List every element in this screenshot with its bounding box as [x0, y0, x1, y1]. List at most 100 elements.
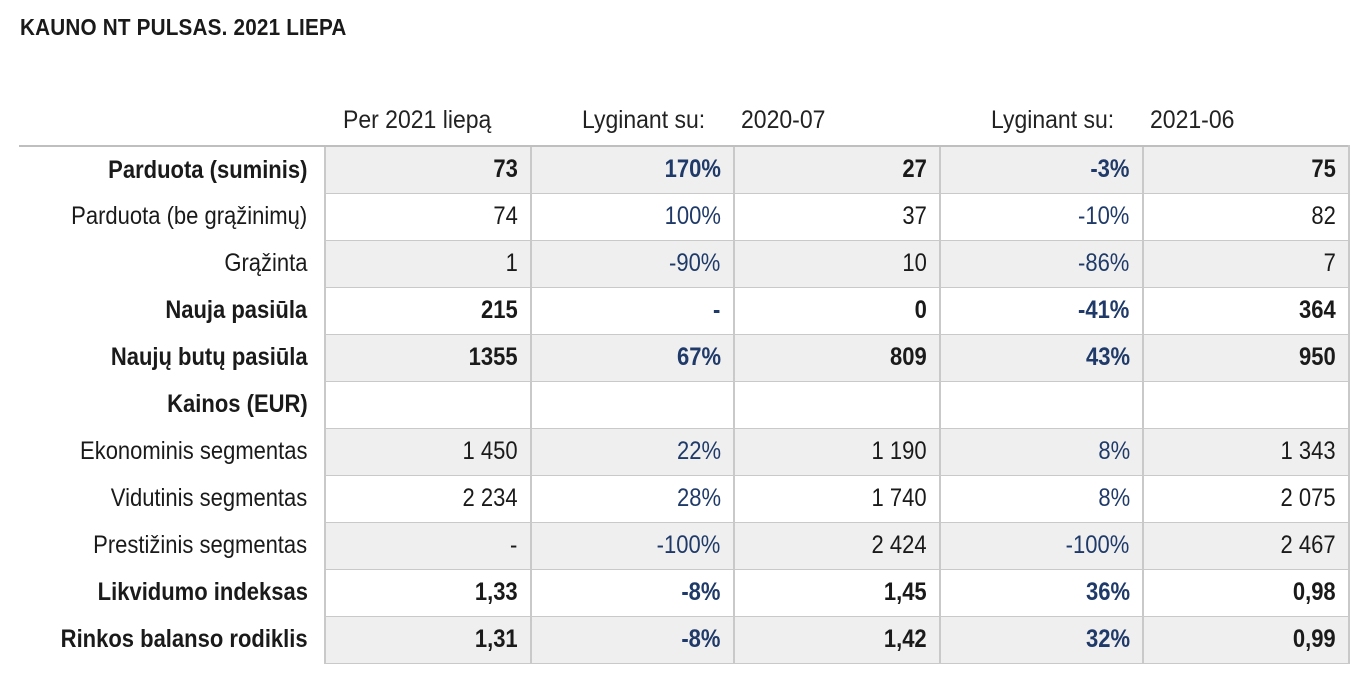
- compare1-change: 67%: [676, 343, 721, 371]
- compare2-change-cell: -3%: [938, 145, 1143, 194]
- compare2-change: 43%: [1085, 343, 1130, 371]
- table-row: Likvidumo indeksas 1,33 -8% 1,45 36% 0,98: [19, 569, 1350, 617]
- compare1-value-cell: 1,45: [732, 569, 940, 617]
- compare1-value-cell: 0: [732, 287, 940, 335]
- table-row: Ekonominis segmentas 1 450 22% 1 190 8% 1 343: [19, 428, 1350, 476]
- period-value: 73: [493, 155, 518, 184]
- row-label-cell: Naujų butų pasiūla: [19, 334, 325, 381]
- compare2-change: 8%: [1097, 484, 1130, 512]
- compare1-change-cell: -90%: [529, 240, 734, 288]
- compare1-change-cell: 28%: [529, 475, 734, 523]
- row-label: Grąžinta: [224, 249, 308, 277]
- period-value: 215: [480, 296, 518, 324]
- compare1-change: 28%: [676, 484, 721, 512]
- table-row: Rinkos balanso rodiklis 1,31 -8% 1,42 32% 0,9…: [19, 616, 1350, 664]
- compare2-value: 0,99: [1292, 625, 1336, 653]
- compare2-value-cell: 1 343: [1141, 428, 1350, 476]
- report-title: KAUNO NT PULSAS. 2021 LIEPA: [20, 14, 347, 40]
- period-value-cell: 215: [323, 287, 531, 335]
- period-value-cell: 1,31: [323, 616, 531, 664]
- table-row: Grąžinta 1 -90% 10 -86% 7: [19, 240, 1350, 288]
- compare2-change-cell: -41%: [938, 287, 1143, 335]
- compare1-change-cell: 67%: [529, 334, 734, 382]
- period-value: 74: [493, 202, 518, 230]
- compare2-change: 32%: [1085, 625, 1130, 653]
- period-value: 1,33: [474, 578, 518, 606]
- compare1-value: 1 740: [871, 484, 927, 512]
- compare2-change-cell: 36%: [938, 569, 1143, 617]
- period-value: 1,31: [474, 625, 518, 653]
- period-value: 1 450: [462, 437, 518, 465]
- compare2-value: 0,98: [1292, 578, 1336, 606]
- compare1-value: 27: [902, 155, 927, 184]
- period-value: -: [510, 531, 518, 559]
- compare1-change-cell: 170%: [529, 145, 734, 194]
- period-value: 1: [505, 249, 518, 277]
- compare1-value: 809: [889, 343, 927, 371]
- compare1-change-cell: -8%: [529, 569, 734, 617]
- compare1-change-cell: 22%: [529, 428, 734, 476]
- compare2-change: -100%: [1066, 531, 1130, 559]
- compare1-value: 37: [902, 202, 927, 230]
- table-row: Parduota (suminis) 73 170% 27 -3% 75: [19, 145, 1350, 194]
- compare1-value-cell: 10: [732, 240, 940, 288]
- compare2-value-cell: 364: [1141, 287, 1350, 335]
- period-value-cell: 2 234: [323, 475, 531, 523]
- compare2-change-cell: 32%: [938, 616, 1143, 664]
- period-value-cell: 1355: [323, 334, 531, 382]
- compare1-change-cell: -8%: [529, 616, 734, 664]
- compare2-change: -10%: [1078, 202, 1130, 230]
- compare2-change-cell: -100%: [938, 522, 1143, 570]
- compare1-change-cell: [529, 381, 734, 429]
- period-value-cell: 73: [323, 145, 531, 194]
- compare2-change-cell: 43%: [938, 334, 1143, 382]
- period-value-cell: -: [323, 522, 531, 570]
- row-label: Vidutinis segmentas: [111, 484, 308, 512]
- row-label: Rinkos balanso rodiklis: [60, 625, 308, 653]
- compare2-value: 75: [1311, 155, 1336, 184]
- compare2-change-cell: -86%: [938, 240, 1143, 288]
- compare2-value-cell: [1141, 381, 1350, 429]
- compare1-value: 0: [914, 296, 927, 324]
- compare1-value: 1,42: [883, 625, 927, 653]
- compare2-value-cell: 2 467: [1141, 522, 1350, 570]
- row-label: Ekonominis segmentas: [80, 437, 308, 465]
- table-row: Nauja pasiūla 215 - 0 -41% 364: [19, 287, 1350, 335]
- compare2-value-cell: 2 075: [1141, 475, 1350, 523]
- compare2-change: 8%: [1097, 437, 1130, 465]
- row-label-cell: Kainos (EUR): [19, 381, 325, 428]
- row-label-cell: Grąžinta: [19, 240, 325, 287]
- compare2-change: -41%: [1078, 296, 1130, 324]
- table-row: Prestižinis segmentas - -100% 2 424 -100% 2 4…: [19, 522, 1350, 570]
- compare1-change-cell: -100%: [529, 522, 734, 570]
- compare1-change-cell: -: [529, 287, 734, 335]
- row-label: Parduota (be grąžinimų): [71, 202, 308, 230]
- compare2-value: 2 075: [1280, 484, 1336, 512]
- compare2-change: -3%: [1090, 155, 1130, 184]
- header-compare1-label: Lyginant su:: [582, 106, 706, 134]
- compare1-value: 1,45: [883, 578, 927, 606]
- row-label: Kainos (EUR): [167, 390, 308, 418]
- row-label: Nauja pasiūla: [165, 296, 308, 324]
- row-label-cell: Ekonominis segmentas: [19, 428, 325, 475]
- row-label: Likvidumo indeksas: [97, 578, 308, 606]
- compare2-change-cell: 8%: [938, 475, 1143, 523]
- compare2-value: 82: [1311, 202, 1336, 230]
- compare1-value-cell: 1 740: [732, 475, 940, 523]
- row-label-cell: Parduota (suminis): [19, 145, 325, 193]
- compare1-change-cell: 100%: [529, 193, 734, 241]
- row-label-cell: Nauja pasiūla: [19, 287, 325, 334]
- compare2-value-cell: 0,99: [1141, 616, 1350, 664]
- stats-table: Parduota (suminis) 73 170% 27 -3% 75 Parduota …: [19, 145, 1350, 664]
- period-value-cell: 1,33: [323, 569, 531, 617]
- header-compare2-date: 2021-06: [1150, 106, 1235, 134]
- compare1-value-cell: 27: [732, 145, 940, 194]
- compare1-value-cell: [732, 381, 940, 429]
- row-label: Prestižinis segmentas: [93, 531, 308, 559]
- compare2-value-cell: 0,98: [1141, 569, 1350, 617]
- compare1-change: 100%: [664, 202, 721, 230]
- compare2-change-cell: 8%: [938, 428, 1143, 476]
- compare1-change: -: [713, 296, 721, 324]
- row-label: Parduota (suminis): [108, 155, 308, 184]
- period-value: 2 234: [462, 484, 518, 512]
